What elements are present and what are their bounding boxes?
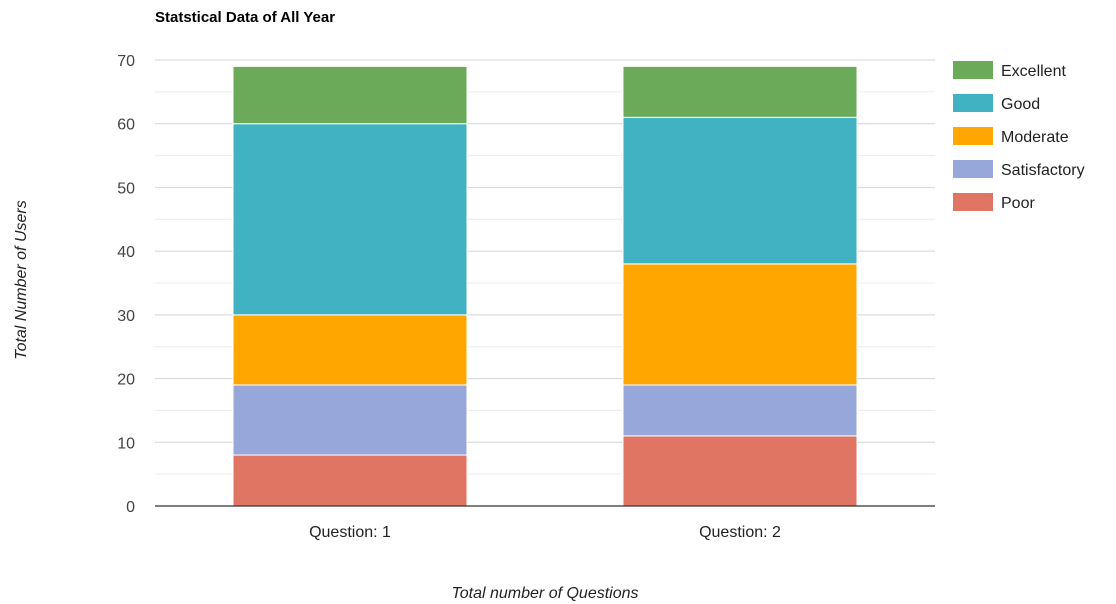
legend-label-moderate: Moderate (1001, 129, 1069, 146)
legend-label-good: Good (1001, 96, 1040, 113)
y-tick-label: 10 (117, 435, 135, 452)
legend-swatch-good (953, 94, 993, 112)
bar-segment-moderate (232, 314, 468, 386)
x-tick-label: Question: 1 (309, 524, 391, 541)
y-tick-label: 0 (126, 499, 135, 516)
bar-segment-poor (232, 454, 468, 507)
legend: Excellent Good Moderate Satisfactory Poor (953, 61, 1085, 212)
legend-swatch-poor (953, 193, 993, 211)
bar-segment-good (622, 116, 858, 265)
bar-segment-excellent (232, 65, 468, 125)
y-tick-label: 70 (117, 53, 135, 70)
y-tick-labels: 0 10 20 30 40 50 60 70 (117, 53, 135, 516)
x-tick-labels: Question: 1 Question: 2 (309, 524, 781, 541)
bar-segment-moderate (622, 263, 858, 386)
bar-segment-good (232, 123, 468, 316)
y-tick-label: 50 (117, 180, 135, 197)
y-tick-label: 60 (117, 117, 135, 134)
y-axis-label: Total Number of Users (13, 200, 30, 359)
bars (232, 65, 858, 507)
y-tick-label: 30 (117, 308, 135, 325)
legend-label-excellent: Excellent (1001, 63, 1066, 80)
x-axis-label: Total number of Questions (451, 585, 638, 602)
bar-segment-poor (622, 435, 858, 507)
chart-title: Statstical Data of All Year (155, 9, 335, 26)
legend-label-satisfactory: Satisfactory (1001, 162, 1085, 179)
legend-swatch-moderate (953, 127, 993, 145)
bar-segment-excellent (622, 65, 858, 118)
bar-segment-satisfactory (622, 384, 858, 437)
legend-swatch-excellent (953, 61, 993, 79)
bar-segment-satisfactory (232, 384, 468, 456)
legend-swatch-satisfactory (953, 160, 993, 178)
x-tick-label: Question: 2 (699, 524, 781, 541)
y-tick-label: 40 (117, 244, 135, 261)
legend-label-poor: Poor (1001, 195, 1035, 212)
y-tick-label: 20 (117, 372, 135, 389)
